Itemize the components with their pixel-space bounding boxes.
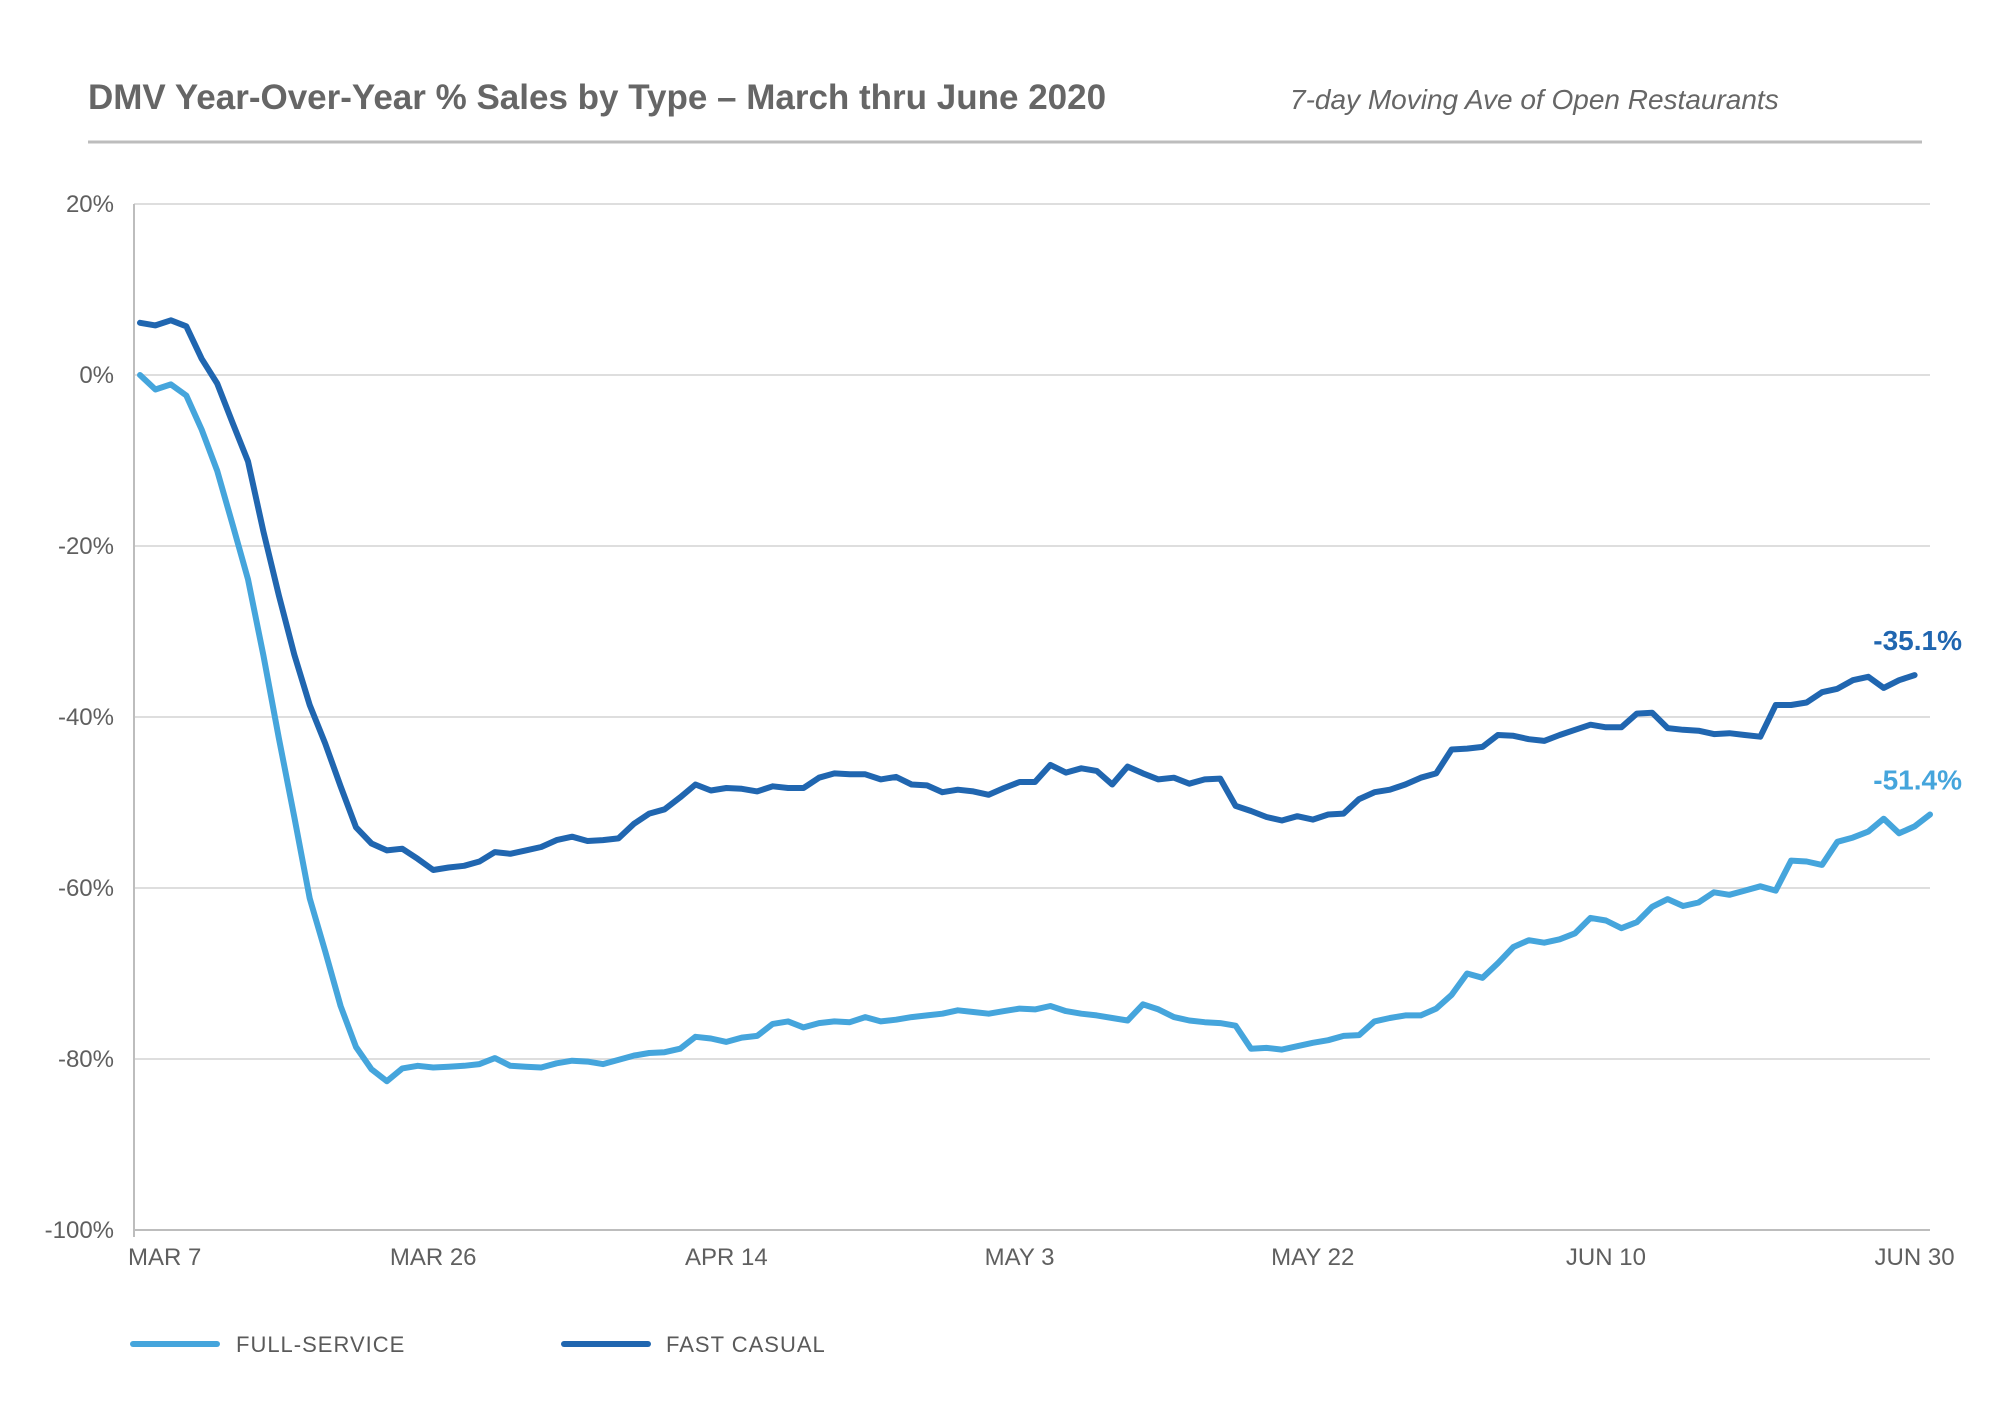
end-labels: -51.4% -35.1%: [1873, 625, 1962, 795]
x-tick-label: MAR 7: [128, 1244, 201, 1271]
y-tick-label: -20%: [58, 533, 114, 560]
y-tick-label: -40%: [58, 704, 114, 731]
x-axis-ticks: MAR 7 MAR 26 APR 14 MAY 3 MAY 22 JUN 10 JUN 30: [128, 1244, 1955, 1271]
y-tick-label: 20%: [66, 191, 114, 218]
y-tick-label: -60%: [58, 875, 114, 902]
y-axis-ticks: 20% 0% -20% -40% -60% -80% -100%: [45, 191, 114, 1244]
y-tick-label: -80%: [58, 1046, 114, 1073]
x-tick-label: MAR 26: [390, 1244, 477, 1271]
legend: FULL-SERVICE FAST CASUAL: [130, 1332, 826, 1357]
y-tick-label: 0%: [79, 362, 114, 389]
grid-lines: [134, 203, 1930, 1231]
series-lines: [137, 317, 1933, 1085]
x-tick-label: MAY 22: [1271, 1244, 1354, 1271]
y-tick-label: -100%: [45, 1217, 114, 1244]
x-tick-label: JUN 30: [1875, 1244, 1955, 1271]
legend-label-fast-casual: FAST CASUAL: [666, 1332, 826, 1357]
end-label-fast-casual: -35.1%: [1873, 625, 1962, 656]
series-line-fast-casual: [137, 317, 1918, 873]
x-tick-label: MAY 3: [985, 1244, 1055, 1271]
legend-label-full-service: FULL-SERVICE: [236, 1332, 405, 1357]
chart-title: DMV Year-Over-Year % Sales by Type – Mar…: [88, 78, 1106, 117]
series-line-full-service: [137, 372, 1933, 1085]
chart-subtitle: 7-day Moving Ave of Open Restaurants: [1290, 84, 1779, 115]
x-tick-label: APR 14: [685, 1244, 768, 1271]
x-tick-label: JUN 10: [1566, 1244, 1646, 1271]
end-label-full-service: -51.4%: [1873, 764, 1962, 795]
